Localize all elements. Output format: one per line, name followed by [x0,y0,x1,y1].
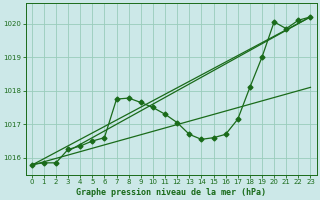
X-axis label: Graphe pression niveau de la mer (hPa): Graphe pression niveau de la mer (hPa) [76,188,266,197]
